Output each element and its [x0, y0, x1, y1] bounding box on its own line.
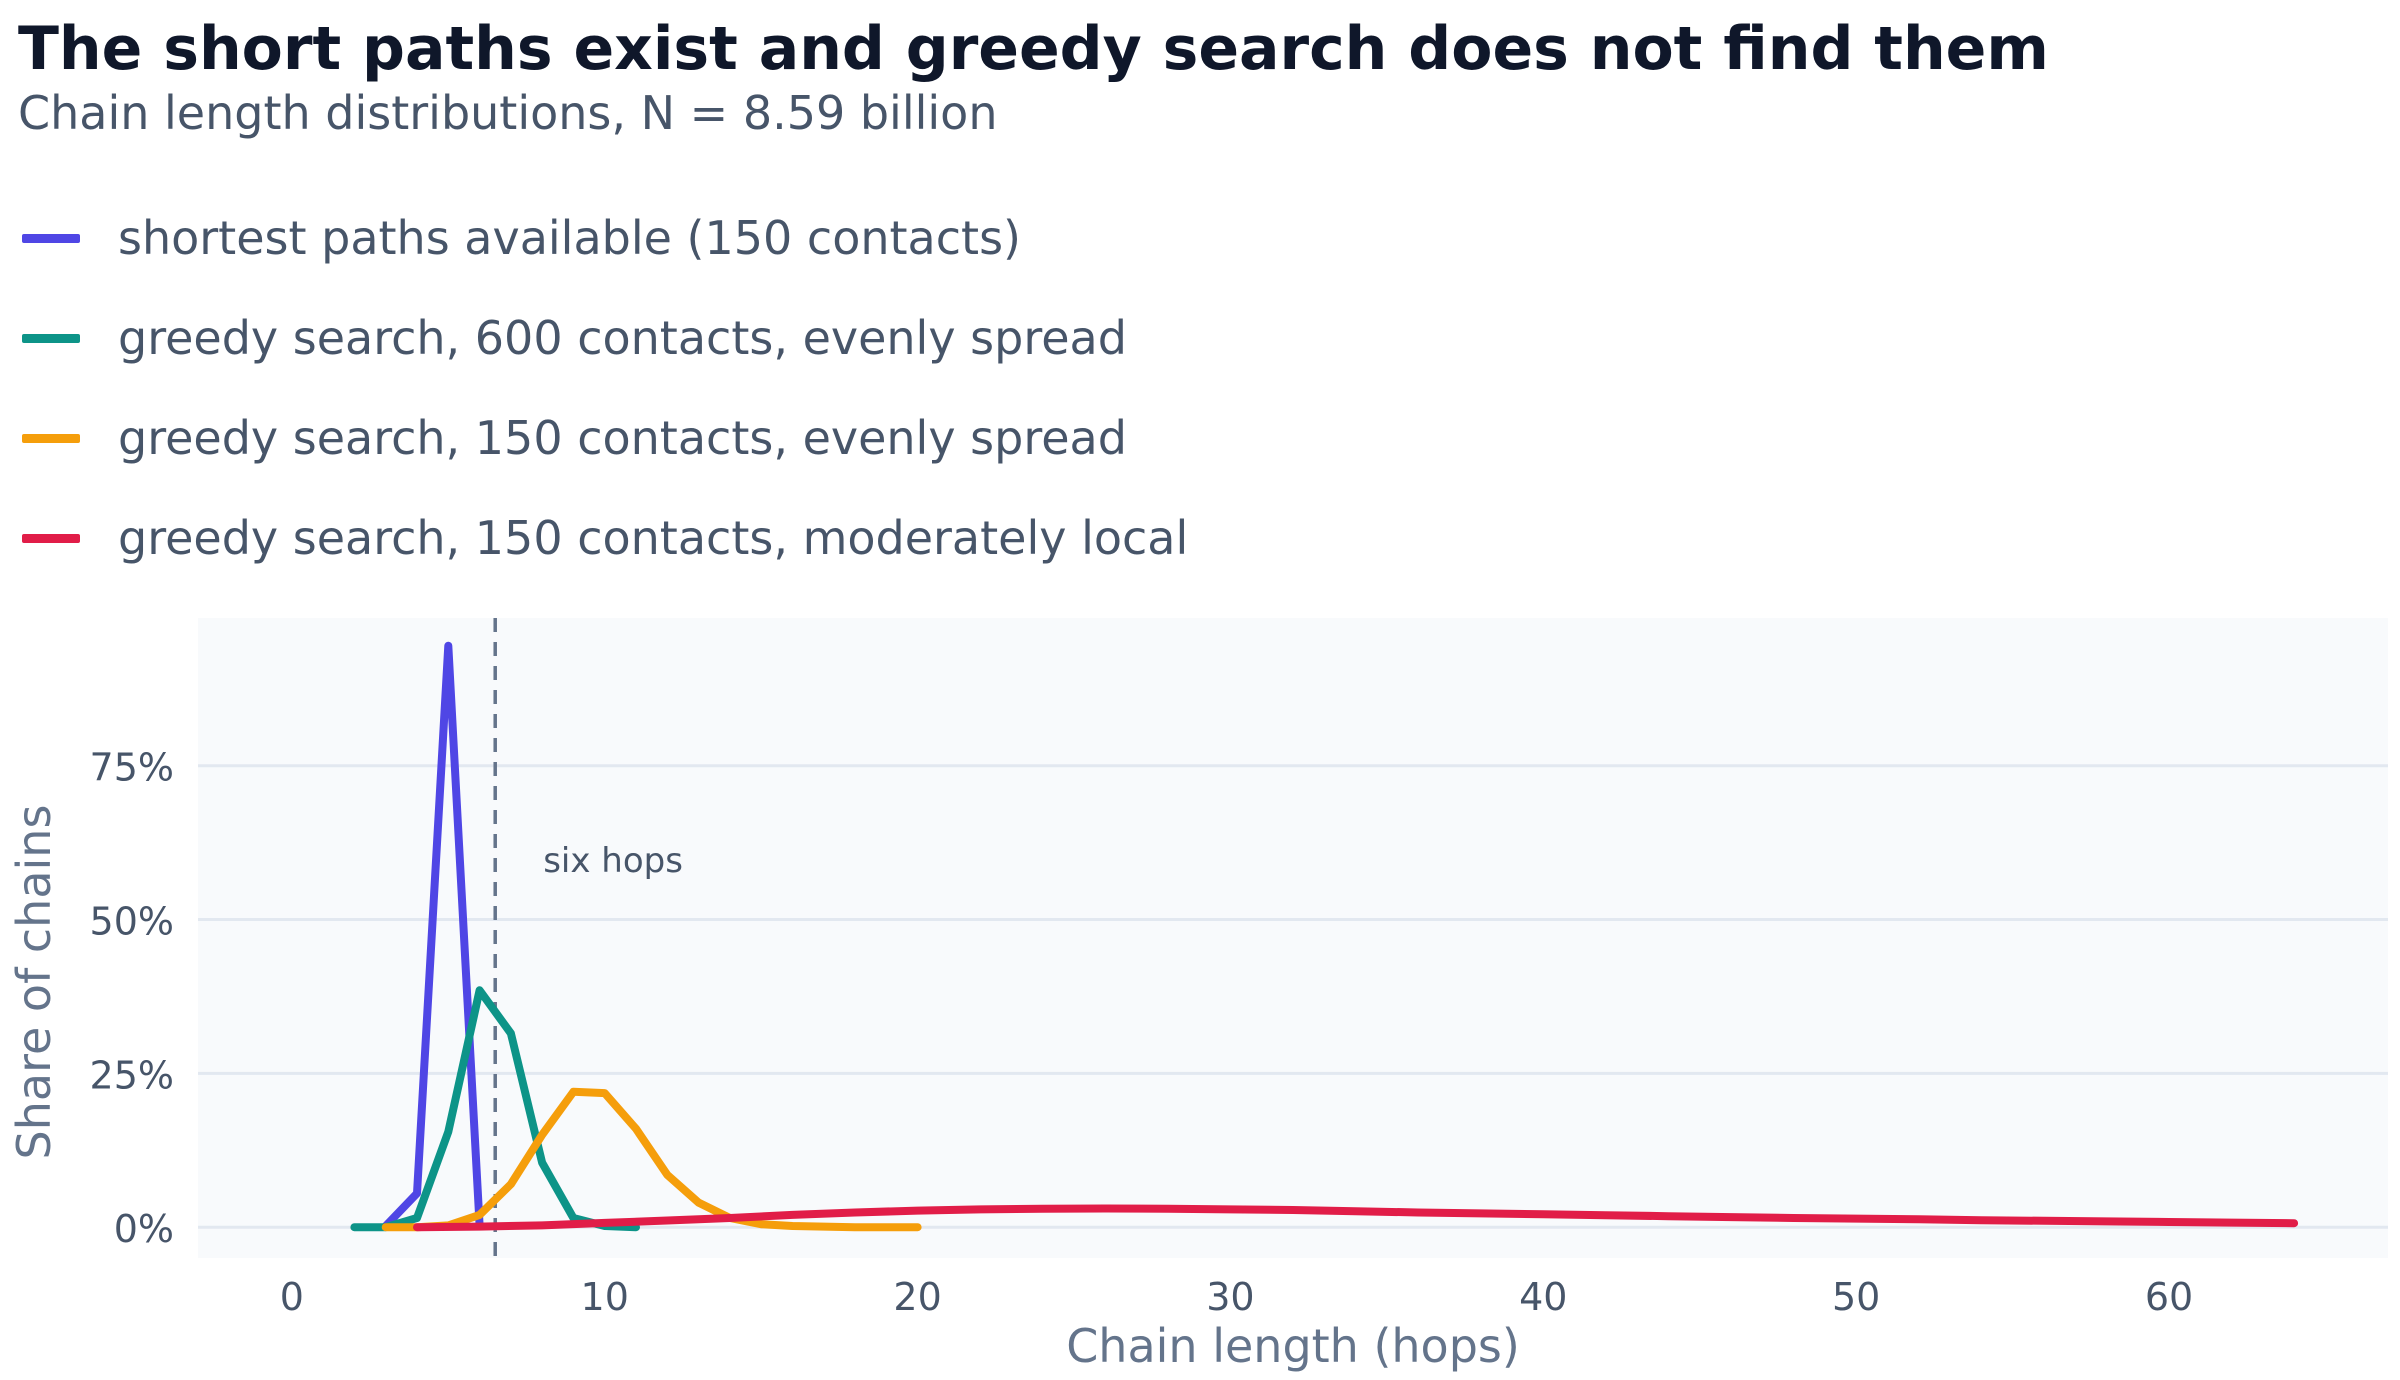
x-axis: 0 10 20 30 40 50 60 [280, 1275, 2193, 1319]
x-tick-label: 40 [1519, 1275, 1567, 1319]
series-lines [350, 641, 2299, 1232]
x-tick-label: 60 [2145, 1275, 2193, 1319]
legend-swatch-greedy-600 [22, 333, 80, 343]
y-tick-label: 0% [114, 1207, 174, 1251]
legend-label-greedy-150-even: greedy search, 150 contacts, evenly spre… [118, 411, 1127, 465]
legend: shortest paths available (150 contacts) … [22, 188, 1188, 588]
gridlines [198, 764, 2388, 1229]
legend-swatch-greedy-150-even [22, 433, 80, 443]
x-axis-label: Chain length (hops) [1066, 1319, 1520, 1373]
legend-label-greedy-600: greedy search, 600 contacts, evenly spre… [118, 311, 1127, 365]
x-tick-label: 20 [893, 1275, 941, 1319]
x-tick-label: 0 [280, 1275, 304, 1319]
legend-item-greedy-600: greedy search, 600 contacts, evenly spre… [22, 288, 1188, 388]
plot-area [198, 618, 2388, 1258]
y-tick-label: 50% [90, 900, 174, 944]
y-tick-label: 75% [90, 746, 174, 790]
x-tick-label: 50 [1832, 1275, 1880, 1319]
x-tick-label: 30 [1206, 1275, 1254, 1319]
legend-item-greedy-150-even: greedy search, 150 contacts, evenly spre… [22, 388, 1188, 488]
chart-subtitle: Chain length distributions, N = 8.59 bil… [18, 86, 998, 140]
legend-item-shortest: shortest paths available (150 contacts) [22, 188, 1188, 288]
series-line-shortest [381, 641, 484, 1230]
y-axis: 0% 25% 50% 75% [90, 746, 174, 1252]
legend-swatch-shortest [22, 233, 80, 243]
legend-label-shortest: shortest paths available (150 contacts) [118, 211, 1021, 265]
chart-title: The short paths exist and greedy search … [18, 14, 2049, 84]
y-axis-label: Share of chains [7, 805, 61, 1160]
y-tick-label: 25% [90, 1053, 174, 1097]
series-line-greedy-150-even [381, 1087, 922, 1232]
legend-item-greedy-150-local: greedy search, 150 contacts, moderately … [22, 488, 1188, 588]
reference-line-group: six hops [493, 618, 683, 1258]
series-line-greedy-150-local [413, 1204, 2299, 1232]
legend-label-greedy-150-local: greedy search, 150 contacts, moderately … [118, 511, 1189, 565]
x-tick-label: 10 [581, 1275, 629, 1319]
six-hops-annotation: six hops [543, 841, 683, 881]
legend-swatch-greedy-150-local [22, 533, 80, 543]
